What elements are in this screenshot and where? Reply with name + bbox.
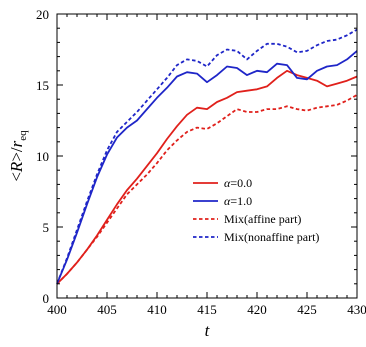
y-title-sub: eq <box>17 130 29 141</box>
legend-label-text: Mix(affine part) <box>224 212 301 226</box>
plot-frame <box>56 13 358 299</box>
x-tick-label: 420 <box>247 302 267 317</box>
legend-label-text: Mix(nonaffine part) <box>224 230 319 244</box>
series-mix-nonaffine-line <box>56 28 358 285</box>
legend-label-greek: α <box>224 194 231 208</box>
y-tick-label: 5 <box>43 220 50 235</box>
x-tick-label: 425 <box>297 302 317 317</box>
series-layer <box>56 28 358 285</box>
y-axis: 0 5 10 15 20 <box>36 7 357 306</box>
series-mix-affine-line <box>56 94 358 285</box>
y-tick-label: 15 <box>36 78 49 93</box>
x-tick-label: 415 <box>197 302 217 317</box>
y-tick-label: 10 <box>36 149 49 164</box>
y-title-close: >/ <box>7 147 26 162</box>
legend-label-greek: α <box>224 176 231 190</box>
y-title-open: < <box>7 172 26 182</box>
y-title-r: r <box>7 140 26 147</box>
y-tick-label: 20 <box>36 7 49 22</box>
y-title-var: R <box>7 161 26 173</box>
legend-label: α=0.0 <box>224 176 252 190</box>
legend-label: α=1.0 <box>224 194 252 208</box>
legend-label: Mix(nonaffine part) <box>224 230 319 244</box>
series-alpha-0-line <box>56 69 358 285</box>
x-tick-label: 405 <box>97 302 117 317</box>
series-alpha-1-line <box>56 50 358 285</box>
legend-label-value: =0.0 <box>230 176 252 190</box>
x-tick-label: 430 <box>347 302 366 317</box>
legend-label-value: =1.0 <box>230 194 252 208</box>
y-axis-title: <R>/req <box>7 130 29 182</box>
x-tick-label: 400 <box>47 302 67 317</box>
x-axis-title: t <box>205 321 211 340</box>
legend-label: Mix(affine part) <box>224 212 301 226</box>
x-tick-label: 410 <box>147 302 167 317</box>
x-axis: 400 405 410 415 420 425 430 <box>47 14 366 317</box>
y-tick-label: 0 <box>43 291 50 306</box>
